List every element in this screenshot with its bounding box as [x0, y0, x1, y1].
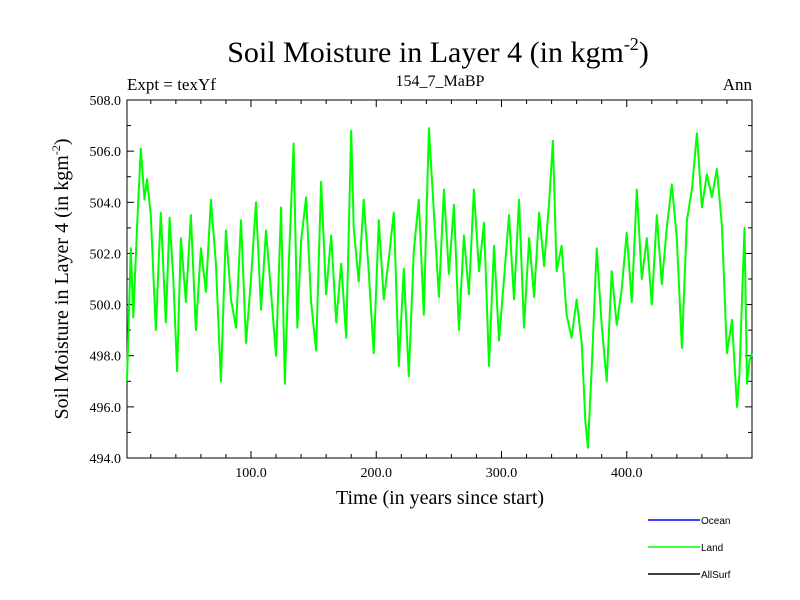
y-tick-label: 502.0 [90, 247, 122, 262]
y-tick-label: 504.0 [90, 196, 122, 211]
x-axis-label: Time (in years since start) [336, 487, 544, 509]
x-tick-label: 200.0 [360, 466, 392, 481]
experiment-label: Expt = texYf [127, 75, 216, 94]
legend-label-land: Land [701, 543, 723, 554]
legend-label-ocean: Ocean [701, 516, 730, 527]
y-tick-label: 506.0 [90, 145, 122, 160]
y-tick-label: 496.0 [90, 401, 122, 416]
x-axis-ticks: 100.0 200.0 300.0 400.0 [150, 100, 728, 481]
x-tick-label: 100.0 [235, 466, 267, 481]
y-tick-label: 500.0 [90, 299, 122, 314]
legend: Ocean Land AllSurf [648, 516, 731, 581]
y-axis-label: Soil Moisture in Layer 4 (in kgm-2) [49, 138, 73, 419]
y-tick-label: 508.0 [90, 94, 122, 109]
y-tick-label: 494.0 [90, 452, 122, 467]
run-id-label: 154_7_MaBP [396, 73, 485, 90]
series-line-land [126, 127, 753, 449]
y-tick-label: 498.0 [90, 350, 122, 365]
season-label: Ann [723, 75, 753, 94]
x-tick-label: 400.0 [611, 466, 643, 481]
x-tick-label: 300.0 [486, 466, 518, 481]
chart-title: Soil Moisture in Layer 4 (in kgm-2) [227, 34, 649, 69]
legend-label-allsurf: AllSurf [701, 570, 731, 581]
